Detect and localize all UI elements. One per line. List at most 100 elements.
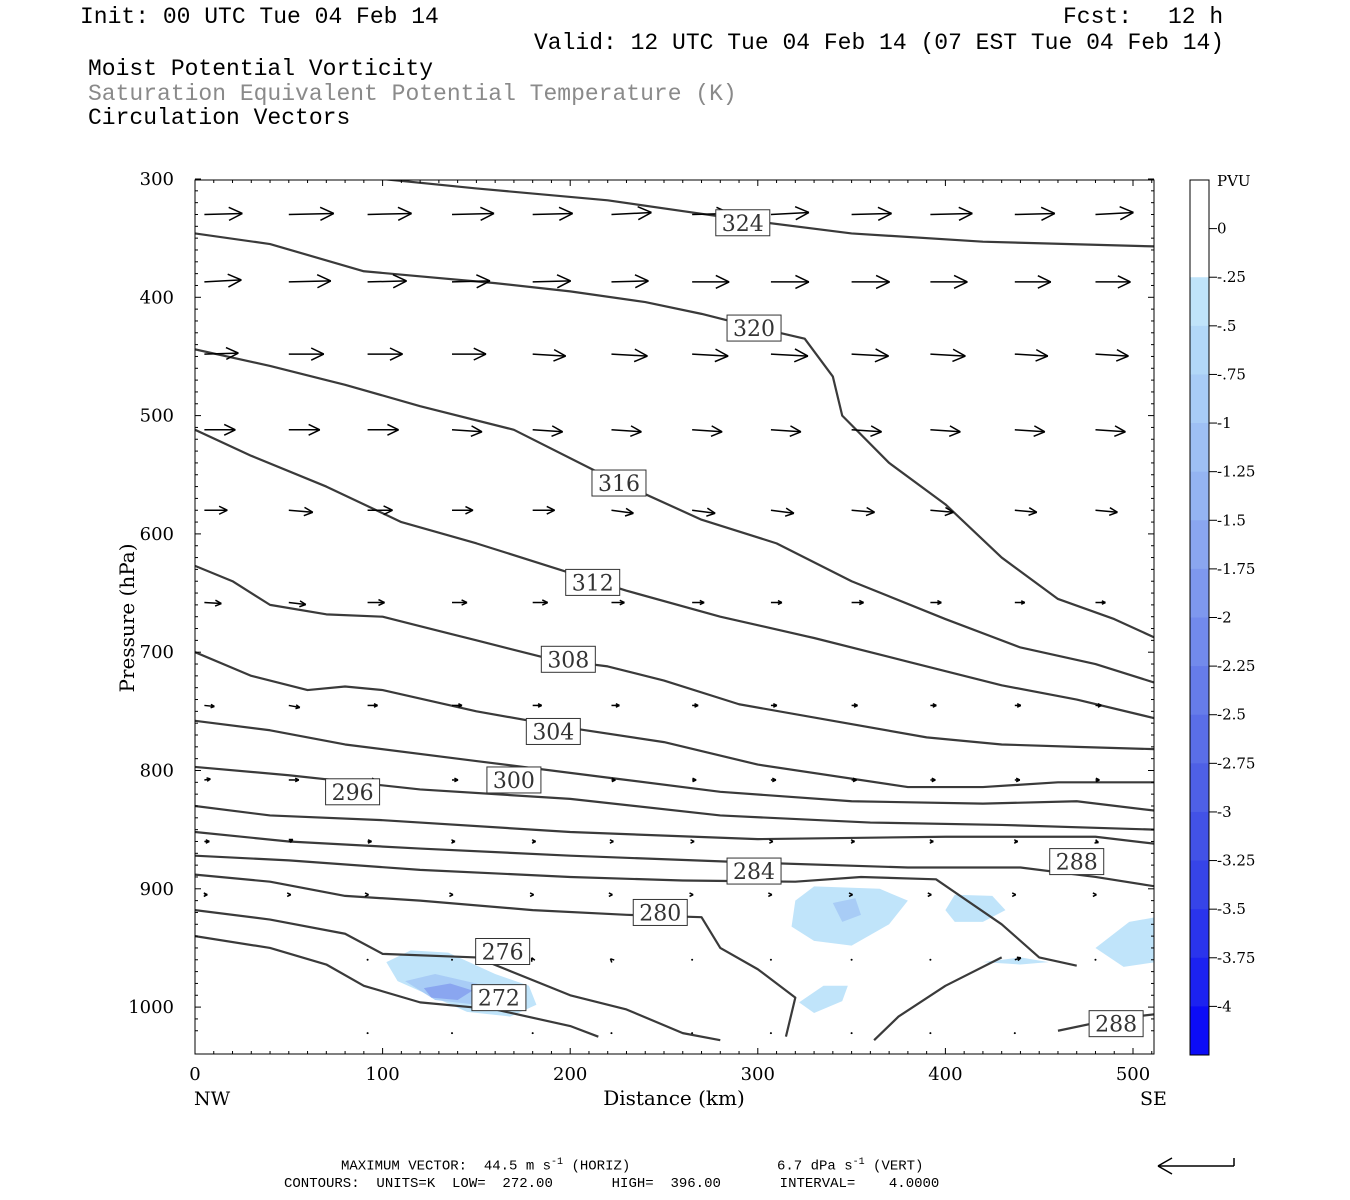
circulation-vector [930,703,937,708]
circulation-vector [288,506,314,517]
circulation-vector [1092,892,1097,898]
circulation-vector [449,892,454,898]
circulation-vector [367,703,378,708]
contour-label-box [540,645,596,673]
circulation-vector [367,206,412,221]
circulation-vectors [203,205,1134,1035]
colorbar-swatch [1190,325,1209,375]
contour-label-box [632,898,688,926]
circulation-vector [452,599,468,606]
circulation-vector [770,348,809,363]
y-tick-label: 500 [140,406,174,427]
contour-label-300: 300 [493,769,535,794]
circulation-vector [611,205,652,221]
circulation-vector [530,957,536,962]
circulation-vector [532,348,567,362]
contour-label-box [486,766,542,794]
isentrope-312-3 [195,428,1154,720]
circulation-vector [288,838,294,844]
contour-label-308: 308 [547,648,589,673]
colorbar-swatch [1190,1006,1209,1056]
pv-region-2 [945,894,1006,922]
circulation-vector [770,274,810,290]
circulation-vector [1095,777,1100,783]
isentrope-296-7 [195,765,1154,831]
colorbar-label: -.75 [1217,365,1246,383]
circulation-vector [367,505,393,516]
circulation-vector [451,206,495,222]
colorbar-swatch [1190,471,1209,521]
colorbar: 0 -.25 -.5 -.75 -1 -1.25 -1.5 -1.75 -2 -2.25 -2.5 -… [1189,179,1255,1056]
colorbar-swatch [1190,423,1209,473]
colorbar-label: -2 [1217,609,1232,627]
circulation-vector [1014,956,1022,962]
circulation-vector [927,892,932,898]
circulation-vector [532,505,556,515]
circulation-vector [288,347,325,361]
vector-dot [366,1032,369,1035]
field-title-pv: Moist Potential Vorticity [88,56,434,82]
x-tick-label: 500 [1116,1064,1150,1085]
colorbar-label: -1.25 [1217,463,1255,481]
circulation-vector [367,839,372,844]
contour-label-box [565,568,621,596]
colorbar-swatch [1190,180,1209,230]
colorbar-title: PVU [1217,172,1251,190]
isentrope-316-2 [195,348,1154,684]
contour-labels: 324 320 316 312 308 304 300 296 288 284 280 276 272 2… [325,209,1144,1038]
circulation-vector [288,206,335,221]
circulation-vector [850,839,855,844]
circulation-vector [1014,274,1052,289]
vector-dot [451,958,454,961]
circulation-vector [286,892,292,898]
colorbar-label: -2.25 [1217,657,1255,675]
circulation-vector [848,892,853,898]
circulation-vector [1014,600,1026,605]
contour-label-box [715,209,771,237]
max-vector-info: MAXIMUM VECTOR: 44.5 m s-1 (HORIZ) [341,1157,631,1175]
pv-region-3 [799,985,848,1014]
circulation-vector [451,274,491,289]
contour-label-280: 280 [639,901,681,926]
colorbar-label: -2.5 [1217,706,1246,724]
contour-label-box [591,469,647,497]
contour-label-box [525,717,581,745]
circulation-vector [452,505,474,515]
vector-dot [610,1032,613,1035]
circulation-vector [367,598,385,607]
field-title-theta-es: Saturation Equivalent Potential Temperat… [88,81,737,107]
y-tick-label: 600 [140,524,174,545]
colorbar-swatch [1190,957,1209,1007]
circulation-vector [1094,839,1100,844]
x-tick-label: 100 [365,1064,399,1085]
colorbar-label: -3.75 [1217,949,1255,967]
y-tick-label: 800 [140,761,174,782]
circulation-vector [692,507,716,517]
circulation-vector [1014,703,1022,708]
contour-label-box [471,984,527,1012]
vector-dot [366,958,369,961]
isentrope-308-4 [195,564,1154,751]
vector-dot [1013,1032,1016,1035]
y-tick-label: 700 [140,642,174,663]
circulation-vector [1014,206,1056,222]
vector-dot [929,958,932,961]
circulation-vector [611,348,648,363]
colorbar-label: -.25 [1217,268,1246,286]
circulation-vector [532,703,543,708]
circulation-vector [288,704,301,710]
colorbar-swatch [1190,568,1209,618]
circulation-vector [532,599,549,606]
circulation-vector [930,348,966,363]
circulation-vector [529,892,535,898]
circulation-vector [851,703,858,708]
circulation-vector [692,599,705,606]
isentrope-284-10 [195,854,1077,967]
vector-dot [691,958,694,961]
circulation-vector [451,839,456,844]
circulation-vector [1095,205,1134,221]
max-vertical-info: 6.7 dPa s-1 (VERT) [777,1157,924,1175]
contour-label-304: 304 [532,720,574,745]
contour-label-box [325,778,381,806]
circulation-vector [531,839,537,844]
